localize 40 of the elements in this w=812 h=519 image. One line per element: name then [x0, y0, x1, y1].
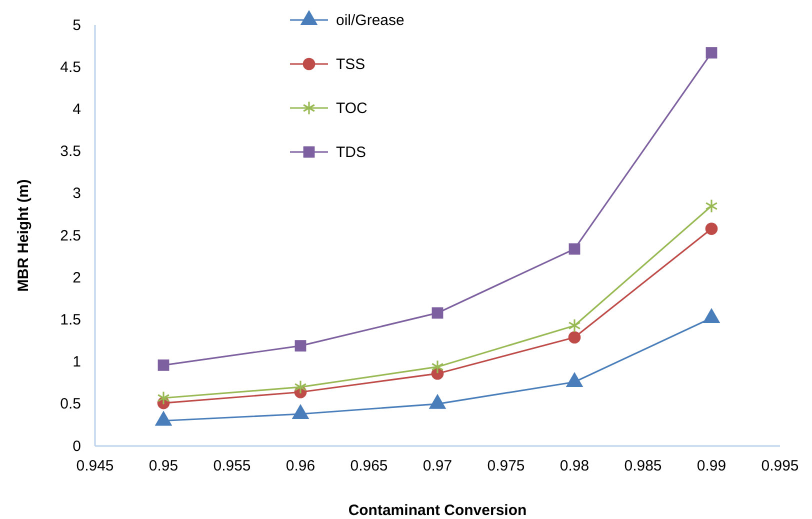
x-tick-label: 0.975 — [487, 458, 525, 475]
x-tick-label: 0.985 — [624, 458, 662, 475]
y-tick-label: 1 — [72, 354, 81, 371]
x-tick-label: 0.98 — [560, 458, 590, 475]
point — [706, 47, 718, 58]
x-tick-label: 0.955 — [213, 458, 251, 475]
y-tick-label: 3 — [72, 185, 81, 202]
x-tick-label: 0.95 — [148, 458, 178, 475]
point — [294, 340, 306, 352]
point — [157, 390, 170, 406]
point — [568, 243, 580, 255]
point — [568, 318, 581, 333]
x-tick-label: 0.97 — [422, 458, 452, 475]
y-tick-label: 3.5 — [60, 143, 81, 160]
y-tick-label: 0 — [72, 438, 81, 455]
x-tick-label: 0.96 — [286, 458, 316, 475]
legend-label: oil/Grease — [336, 12, 404, 29]
y-axis-title: MBR Height (m) — [15, 179, 32, 292]
x-tick-label: 0.995 — [761, 458, 799, 475]
point — [294, 380, 307, 394]
legend-label: TOC — [336, 100, 368, 117]
legend-label: TSS — [336, 56, 366, 73]
y-tick-label: 0.5 — [60, 396, 81, 413]
y-tick-label: 2.5 — [60, 227, 81, 244]
y-tick-label: 4 — [72, 101, 81, 118]
y-tick-label: 4.5 — [60, 58, 81, 76]
y-tick-label: 5 — [72, 16, 81, 34]
x-tick-label: 0.945 — [76, 458, 114, 475]
point — [158, 359, 170, 371]
x-tick-label: 0.965 — [350, 458, 388, 475]
y-tick-label: 2 — [72, 269, 81, 286]
point — [432, 307, 444, 319]
point — [705, 222, 718, 235]
point — [705, 198, 718, 214]
x-axis-title: Contaminant Conversion — [348, 502, 527, 519]
point — [568, 331, 581, 344]
legend-label: TDS — [336, 144, 366, 161]
point — [431, 360, 444, 374]
x-tick-label: 0.99 — [696, 458, 726, 475]
y-tick-label: 1.5 — [60, 312, 81, 328]
